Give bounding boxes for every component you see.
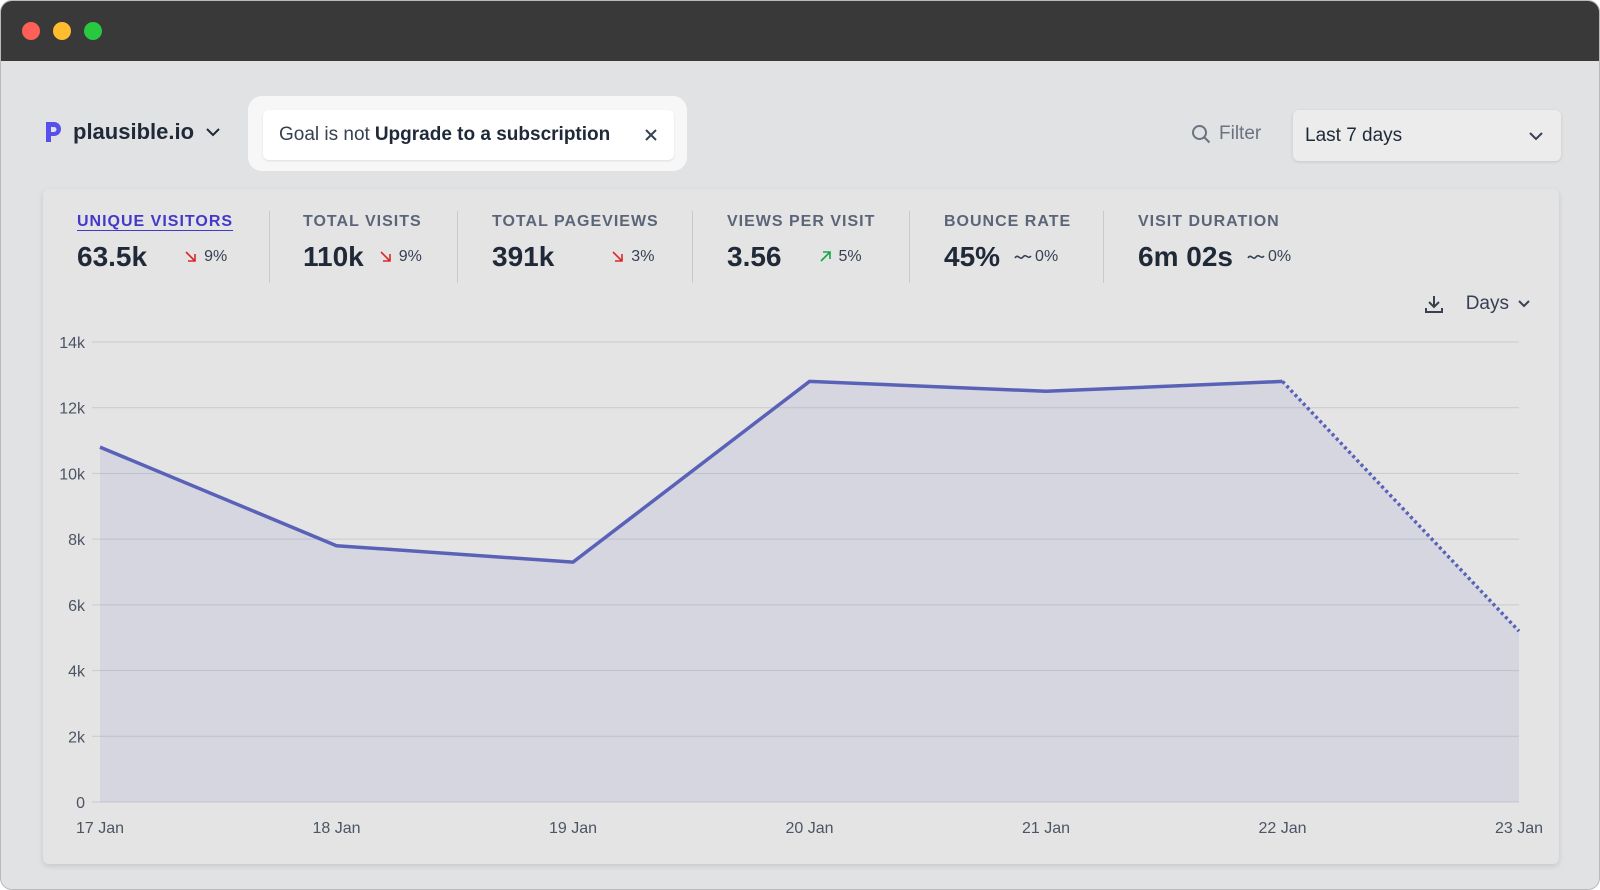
filter-pill[interactable]: Goal is not Upgrade to a subscription — [263, 110, 674, 160]
stat-label: UNIQUE VISITORS — [77, 213, 234, 230]
interval-dropdown[interactable]: Days — [1466, 293, 1531, 315]
stat-value: 3.56 — [727, 241, 782, 272]
change-text: 0% — [1035, 248, 1059, 265]
trend-arrow — [185, 251, 196, 262]
x-tick-label: 19 Jan — [549, 820, 597, 837]
stat-tab[interactable]: VISIT DURATION 6m 02s 0% — [1138, 213, 1291, 273]
stat-change: 0% — [1014, 248, 1058, 266]
x-tick-label: 21 Jan — [1022, 820, 1070, 837]
y-tick-label: 4k — [68, 664, 86, 681]
close-dot[interactable] — [22, 22, 40, 40]
dashboard-card: UNIQUE VISITORS 63.5k 9% TOTAL VISITS 110k 9%… — [43, 189, 1559, 864]
stat-value-row: 45% 0% — [944, 241, 1071, 273]
y-tick-label: 0 — [76, 795, 85, 812]
y-tick-label: 14k — [59, 335, 86, 352]
change-text: 9% — [398, 248, 422, 265]
site-name: plausible.io — [73, 119, 195, 144]
stat-value-row: 110k 9% — [303, 241, 422, 273]
x-tick-label: 17 Jan — [76, 820, 124, 837]
change-text: 5% — [838, 248, 862, 265]
period-label: Last 7 days — [1305, 125, 1403, 146]
logo — [46, 122, 61, 142]
divider — [909, 211, 910, 283]
stat-label: VIEWS PER VISIT — [727, 213, 876, 230]
trend-arrow — [1247, 254, 1265, 259]
stat-tab[interactable]: UNIQUE VISITORS 63.5k 9% — [77, 213, 233, 273]
x-tick-label: 22 Jan — [1258, 820, 1306, 837]
filter-value: Upgrade to a subscription — [374, 124, 611, 145]
stat-label: VISIT DURATION — [1138, 213, 1280, 230]
stat-value-row: 3.56 5% — [727, 241, 875, 273]
stat-tab[interactable]: BOUNCE RATE 45% 0% — [944, 213, 1071, 273]
filter-button[interactable]: Filter — [1191, 123, 1261, 145]
stat-change: 3% — [610, 248, 654, 266]
trend-icon — [380, 251, 391, 262]
stat-value-row: 391k 3% — [492, 241, 659, 273]
site-switcher[interactable]: plausible.io — [43, 119, 222, 145]
zoom-dot[interactable] — [84, 22, 102, 40]
stat-label: TOTAL PAGEVIEWS — [492, 213, 659, 230]
download[interactable] — [1423, 293, 1445, 315]
stat-value-row: 6m 02s 0% — [1138, 241, 1291, 273]
stat-change: 5% — [818, 248, 862, 266]
search-icon — [1192, 125, 1211, 144]
stat-value: 6m 02s — [1138, 241, 1233, 272]
divider — [269, 211, 270, 283]
stat-value: 63.5k — [77, 241, 148, 272]
change-text: 9% — [204, 248, 228, 265]
change-text: 0% — [1267, 248, 1292, 265]
x-tick-label: 23 Jan — [1495, 820, 1543, 837]
y-tick-label: 6k — [68, 598, 86, 615]
trend-icon — [819, 251, 831, 262]
trend-arrow — [612, 251, 624, 262]
stat-value: 391k — [492, 241, 555, 272]
stat-tab[interactable]: TOTAL PAGEVIEWS 391k 3% — [492, 213, 659, 273]
chevron — [206, 128, 220, 137]
divider — [692, 211, 693, 283]
remove-filter[interactable] — [644, 128, 658, 142]
trend-arrow — [380, 251, 391, 262]
stat-value: 110k — [303, 241, 364, 272]
x-tick-label: 18 Jan — [312, 820, 360, 837]
line — [99, 379, 1283, 564]
stat-label: BOUNCE RATE — [944, 213, 1072, 230]
trend-icon — [185, 251, 196, 262]
stat-tab[interactable]: TOTAL VISITS 110k 9% — [303, 213, 422, 273]
interval-label: Days — [1465, 293, 1509, 314]
change-text: 3% — [631, 248, 655, 265]
filter-prefix: Goal is not — [279, 124, 370, 145]
chevron — [1518, 300, 1530, 308]
stat-change: 0% — [1247, 248, 1291, 266]
divider — [457, 211, 458, 283]
filter-label: Filter — [1219, 123, 1262, 144]
y-tick-label: 12k — [59, 401, 86, 418]
stat-value-row: 63.5k 9% — [77, 241, 233, 273]
area — [100, 381, 1519, 802]
stat-value: 45% — [944, 241, 1001, 272]
trend-arrow — [819, 251, 831, 262]
trend-icon — [1247, 254, 1265, 259]
stat-change: 9% — [183, 248, 227, 266]
divider — [1103, 211, 1104, 283]
trend-icon — [612, 251, 624, 262]
chart: 0 2k 4k 6k 8k 10k 12k 14k 17 Jan 18 Jan 19 Jan 20 J… — [59, 335, 1543, 837]
y-tick-label: 2k — [68, 729, 86, 746]
period-dropdown[interactable]: Last 7 days — [1293, 110, 1561, 161]
minimize-dot[interactable] — [53, 22, 71, 40]
chevron — [1529, 132, 1543, 141]
stat-label: TOTAL VISITS — [303, 213, 422, 230]
title-bar — [1, 1, 1599, 61]
trend-arrow — [1014, 254, 1032, 259]
y-tick-label: 8k — [68, 532, 86, 549]
y-tick-label: 10k — [59, 466, 86, 483]
x-tick-label: 20 Jan — [785, 820, 833, 837]
stat-change: 9% — [378, 248, 422, 266]
stat-tab[interactable]: VIEWS PER VISIT 3.56 5% — [727, 213, 875, 273]
trend-icon — [1014, 254, 1032, 259]
